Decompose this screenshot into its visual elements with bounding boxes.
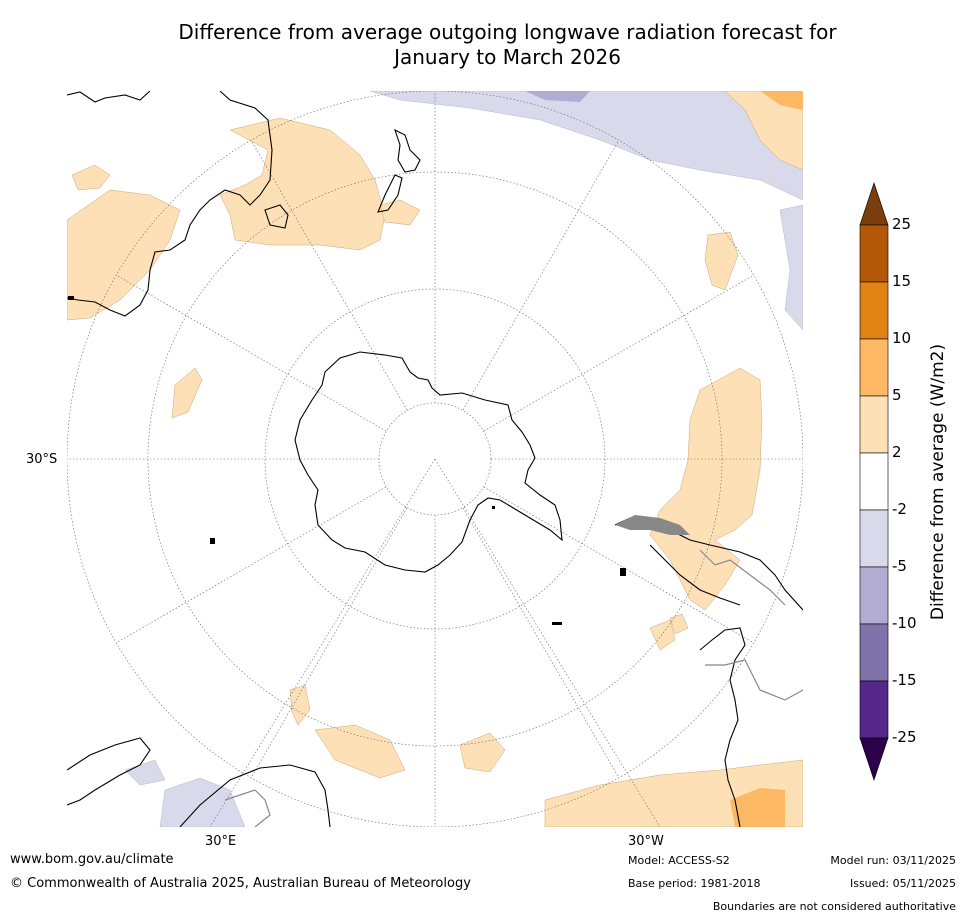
anomaly-shading xyxy=(67,91,803,827)
lon-label-30e: 30°E xyxy=(205,834,237,849)
coastline-nz-north xyxy=(394,128,421,173)
colorbar-tick-5: 5 xyxy=(892,386,902,404)
footer-issued: Issued: 05/11/2025 xyxy=(849,877,956,890)
anomaly-orange-west xyxy=(71,164,111,191)
boundary-sa-1 xyxy=(699,549,786,606)
meridian-210 xyxy=(250,507,408,779)
boundary-sa-2 xyxy=(705,659,803,701)
coastline-australia xyxy=(67,91,273,317)
anomaly-purple-west-small xyxy=(124,759,166,786)
colorbar-tick-m5: -5 xyxy=(892,557,907,575)
anomaly-orange-atlantic-5 xyxy=(669,613,689,635)
anomaly-orange-indian-small xyxy=(171,367,203,419)
title-line-2: January to March 2026 xyxy=(394,45,621,69)
anomaly-orange-atlantic-2 xyxy=(459,732,506,773)
colorbar-tick-m15: -15 xyxy=(892,671,917,689)
colorbar-band-m5-m10 xyxy=(859,566,889,625)
colorbar-band-m15-m25 xyxy=(859,680,889,739)
island-chain xyxy=(615,515,690,535)
anomaly-purple-north-dark xyxy=(525,91,590,102)
footer-website: www.bom.gov.au/climate xyxy=(10,852,174,867)
footer-disclaimer: Boundaries are not considered authoritat… xyxy=(712,900,956,913)
island-1 xyxy=(210,538,215,544)
coastline-africa xyxy=(179,764,331,827)
lon-label-30w: 30°W xyxy=(628,834,664,849)
colorbar-min-arrow xyxy=(859,737,889,781)
anomaly-orange-pacific-small xyxy=(704,231,739,291)
coastlines xyxy=(67,91,803,827)
coastline-south-america-2 xyxy=(649,544,741,606)
colorbar-max-arrow xyxy=(859,182,889,226)
colorbar-title: Difference from average (W/m2) xyxy=(928,343,948,621)
lat-circle-60 xyxy=(264,288,606,630)
anomaly-purple-north xyxy=(369,91,803,201)
colorbar-tick-15: 15 xyxy=(892,272,912,290)
anomaly-orange-atlantic-4 xyxy=(649,619,676,651)
footer-model: Model: ACCESS-S2 xyxy=(628,854,730,867)
colorbar-tick-m2: -2 xyxy=(892,500,907,518)
island-4 xyxy=(68,296,74,300)
coastline-antarctica xyxy=(294,351,563,573)
meridian-150 xyxy=(462,507,620,779)
island-5 xyxy=(492,506,495,509)
anomaly-orange-south-america xyxy=(649,367,763,611)
meridian-240 xyxy=(115,486,387,644)
graticule xyxy=(67,91,803,827)
colorbar xyxy=(859,182,889,781)
colorbar-tick-2: 2 xyxy=(892,443,902,461)
colorbar-band-15-25 xyxy=(859,224,889,283)
meridian-300 xyxy=(115,274,387,432)
anomaly-orange-australia xyxy=(219,117,386,251)
colorbar-band-m2-m5 xyxy=(859,509,889,568)
meridian-330 xyxy=(250,139,408,411)
anomaly-orange-indian-ocean xyxy=(67,189,181,321)
island-3 xyxy=(552,622,562,625)
coastline-tasmania xyxy=(264,204,289,229)
footer-model-run: Model run: 03/11/2025 xyxy=(830,854,956,867)
title-line-1: Difference from average outgoing longwav… xyxy=(178,20,837,44)
coastline-australia-north xyxy=(67,91,151,103)
islands xyxy=(68,296,626,625)
lat-label-30s: 30°S xyxy=(26,452,58,467)
coastline-nz-south xyxy=(377,174,403,213)
country-boundaries xyxy=(224,549,803,827)
colorbar-band-neutral xyxy=(859,452,889,511)
island-2 xyxy=(620,568,626,576)
colorbar-tick-m10: -10 xyxy=(892,614,917,632)
colorbar-tick-25: 25 xyxy=(892,215,912,233)
anomaly-orange-atlantic xyxy=(314,724,406,779)
meridian-60 xyxy=(483,274,755,432)
footer-copyright: © Commonwealth of Australia 2025, Austra… xyxy=(10,876,471,891)
colorbar-band-5-10 xyxy=(859,338,889,397)
coastline-patagonia xyxy=(699,627,746,827)
coastline-africa-west xyxy=(67,737,151,806)
anomaly-purple-ne xyxy=(779,204,803,331)
map-title: Difference from average outgoing longwav… xyxy=(120,20,895,70)
colorbar-band-m10-m15 xyxy=(859,623,889,682)
colorbar-band-10-15 xyxy=(859,281,889,340)
colorbar-tick-10: 10 xyxy=(892,329,912,347)
colorbar-band-2-5 xyxy=(859,395,889,454)
island-chain-shape xyxy=(615,515,690,535)
colorbar-tick-m25: -25 xyxy=(892,728,917,746)
meridian-120 xyxy=(483,486,755,644)
footer-base-period: Base period: 1981-2018 xyxy=(628,877,761,890)
boundary-africa xyxy=(224,789,271,827)
anomaly-orange-africa-strong xyxy=(730,788,785,827)
meridian-30 xyxy=(462,139,620,411)
anomaly-orange-ne xyxy=(724,91,803,171)
anomaly-orange-ne-strong xyxy=(760,91,803,110)
